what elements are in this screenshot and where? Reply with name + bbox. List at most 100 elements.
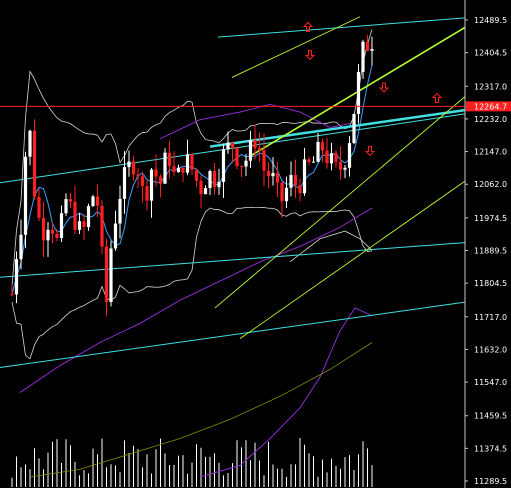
bull-candle xyxy=(248,139,253,161)
bull-candle xyxy=(289,174,293,188)
bull-candle xyxy=(284,187,289,202)
bull-candle xyxy=(329,153,334,164)
bull-candle xyxy=(343,167,347,170)
bull-candle xyxy=(86,206,91,228)
y-tick-label: 11632.0 xyxy=(474,345,507,354)
bear-candle xyxy=(95,196,100,206)
y-tick-label: 12489.5 xyxy=(474,16,507,25)
bear-candle xyxy=(365,41,370,51)
purple-envelope-lower xyxy=(199,307,373,478)
y-tick-label: 11974.5 xyxy=(474,214,507,223)
bull-candle xyxy=(64,199,68,214)
bear-candle xyxy=(131,161,136,175)
ma-fast-line xyxy=(11,65,373,295)
bull-candle xyxy=(19,234,23,260)
bull-candle xyxy=(217,181,221,188)
bull-candle xyxy=(28,130,32,157)
bull-candle xyxy=(208,171,212,189)
bear-candle xyxy=(55,233,59,239)
bull-candle xyxy=(122,167,127,199)
bear-candle xyxy=(262,150,266,171)
bull-candle xyxy=(356,71,361,115)
bull-candle xyxy=(370,49,374,51)
bull-candle xyxy=(118,198,122,224)
bull-candle xyxy=(14,259,19,295)
bear-candle xyxy=(50,229,55,234)
green-channel-top xyxy=(231,16,361,78)
bear-candle xyxy=(41,217,46,241)
bull-candle xyxy=(23,156,28,235)
current-price-label: 12264.7 xyxy=(474,102,507,111)
purple-envelope-upper xyxy=(159,103,351,140)
bear-candle xyxy=(257,148,262,151)
bollinger-upper xyxy=(11,29,373,287)
arrow-up-icon xyxy=(302,21,314,32)
current-price-badge xyxy=(466,101,511,112)
bull-candle xyxy=(244,160,248,167)
bull-candle xyxy=(163,152,167,184)
bear-candle xyxy=(338,161,343,170)
bear-candle xyxy=(239,165,244,167)
cyan-trendline-bold xyxy=(209,108,466,148)
bear-candle xyxy=(167,152,172,167)
y-tick-label: 11547.0 xyxy=(474,378,507,387)
candlesticks xyxy=(10,34,374,317)
bear-candle xyxy=(199,180,203,195)
bear-candle xyxy=(212,171,217,188)
bear-candle xyxy=(181,167,185,173)
bear-candle xyxy=(334,153,338,162)
bear-candle xyxy=(104,246,109,302)
arrow-down-icon xyxy=(364,145,376,157)
bear-candle xyxy=(100,205,104,247)
bear-candle xyxy=(275,172,280,183)
bull-candle xyxy=(59,213,64,239)
green-channel-bottom xyxy=(239,180,466,340)
y-tick-label: 11717.0 xyxy=(474,313,507,322)
bull-candle xyxy=(203,188,208,195)
bull-candle xyxy=(46,229,50,241)
bear-candle xyxy=(298,185,302,194)
cyan-channel-bottom xyxy=(0,301,466,368)
cyan-channel-lower xyxy=(0,242,466,278)
y-tick-label: 12317.0 xyxy=(474,82,507,91)
bull-candle xyxy=(77,221,82,230)
bear-candle xyxy=(10,294,14,296)
bull-candle xyxy=(226,142,230,150)
arrow-markers xyxy=(302,21,443,157)
volume-histogram xyxy=(11,437,373,487)
bull-candle xyxy=(91,196,95,207)
arrow-down-icon xyxy=(304,49,316,61)
green-channel-lower xyxy=(214,96,466,309)
bear-candle xyxy=(68,199,73,202)
bear-candle xyxy=(320,141,325,151)
y-tick-label: 11289.5 xyxy=(474,477,507,486)
bear-candle xyxy=(145,186,149,201)
bull-candle xyxy=(109,248,113,302)
bear-candle xyxy=(158,176,163,184)
bear-candle xyxy=(154,169,158,177)
bear-candle xyxy=(190,154,194,170)
bear-candle xyxy=(253,139,257,149)
bear-candle xyxy=(194,169,199,181)
bull-candle xyxy=(185,154,190,173)
channel-lines xyxy=(0,16,466,368)
bollinger-lower xyxy=(11,206,373,360)
bull-candle xyxy=(352,114,356,144)
bull-candle xyxy=(347,143,352,168)
bear-candle xyxy=(82,221,86,228)
bull-candle xyxy=(149,169,154,201)
y-tick-label: 12232.0 xyxy=(474,115,507,124)
bull-candle xyxy=(113,223,118,249)
bollinger-right-lower xyxy=(289,230,373,263)
bull-candle xyxy=(302,159,307,194)
bear-candle xyxy=(307,159,311,162)
ma-slow-line xyxy=(29,342,373,478)
purple-ma-line xyxy=(19,207,373,393)
bull-candle xyxy=(176,167,181,173)
bear-candle xyxy=(140,176,145,187)
y-tick-label: 12147.0 xyxy=(474,148,507,157)
bull-candle xyxy=(316,141,320,162)
bear-candle xyxy=(230,142,235,148)
